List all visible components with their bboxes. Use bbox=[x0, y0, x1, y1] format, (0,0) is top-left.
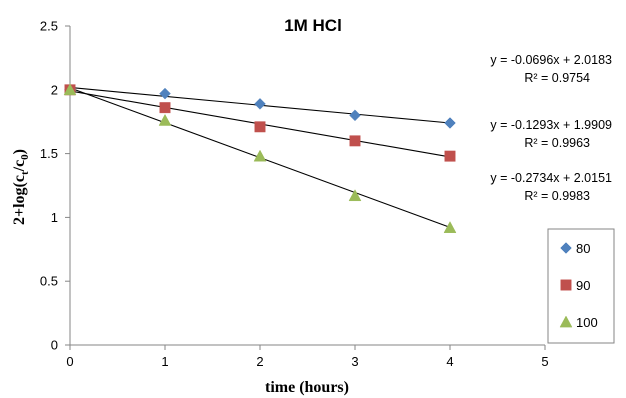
legend-box bbox=[547, 228, 615, 344]
data-point-80-3 bbox=[349, 109, 361, 122]
chart-title: 1M HCl bbox=[284, 16, 342, 35]
x-tick-label: 5 bbox=[541, 354, 548, 369]
y-tick-label: 0 bbox=[51, 338, 58, 353]
svg-text:2+log(ct/c0): 2+log(ct/c0) bbox=[11, 149, 31, 225]
legend-marker-90 bbox=[560, 279, 572, 291]
y-tick-label: 2.5 bbox=[40, 19, 58, 34]
y-axis-title-main: 2+log(c bbox=[11, 175, 28, 225]
y-axis-title: 2+log(ct/c0) bbox=[11, 149, 31, 225]
legend: 80 90 100 bbox=[547, 228, 615, 344]
trendline-r2-80: R² = 0.9754 bbox=[524, 71, 590, 85]
legend-label-90: 90 bbox=[576, 278, 590, 293]
trendline-r2-100: R² = 0.9983 bbox=[524, 189, 590, 203]
trendline-equation-100: y = -0.2734x + 2.0151 bbox=[490, 171, 612, 185]
data-point-100-4 bbox=[443, 221, 457, 233]
data-point-100-2 bbox=[253, 149, 267, 162]
x-tick-label: 1 bbox=[161, 354, 168, 369]
data-point-100-0 bbox=[63, 83, 77, 96]
data-point-100-1 bbox=[158, 113, 172, 126]
data-point-80-1 bbox=[159, 87, 171, 100]
data-point-90-1 bbox=[159, 102, 171, 114]
trendline-r2-90: R² = 0.9963 bbox=[524, 136, 590, 150]
data-point-100-3 bbox=[348, 189, 362, 202]
y-axis-title-mid: /c bbox=[11, 160, 28, 173]
legend-marker-100 bbox=[559, 315, 573, 328]
data-point-90-3 bbox=[349, 135, 361, 147]
y-tick-label: 0.5 bbox=[40, 274, 58, 289]
legend-label-80: 80 bbox=[576, 241, 590, 256]
trendline-equation-90: y = -0.1293x + 1.9909 bbox=[490, 118, 612, 132]
x-axis-title: time (hours) bbox=[265, 379, 349, 396]
y-tick-label: 2 bbox=[51, 82, 58, 97]
data-point-90-4 bbox=[444, 150, 456, 162]
data-markers bbox=[63, 83, 457, 233]
data-point-80-4 bbox=[444, 117, 456, 129]
y-axis-title-sub-t: t bbox=[19, 171, 31, 175]
data-point-90-2 bbox=[254, 121, 266, 133]
y-tick-label: 1.5 bbox=[40, 146, 58, 161]
x-tick-label: 3 bbox=[351, 354, 358, 369]
legend-label-100: 100 bbox=[576, 315, 598, 330]
trendline-equations: y = -0.0696x + 2.0183 R² = 0.9754 y = -0.1… bbox=[490, 53, 612, 203]
x-tick-label: 2 bbox=[256, 354, 263, 369]
axes: 0 0.5 1 1.5 2 2.5 0 1 2 3 4 5 bbox=[40, 19, 549, 370]
x-tick-label: 0 bbox=[66, 354, 73, 369]
data-point-80-2 bbox=[254, 98, 266, 110]
y-axis-title-end: ) bbox=[11, 149, 28, 154]
trendline-equation-80: y = -0.0696x + 2.0183 bbox=[490, 53, 612, 67]
y-axis-title-sub-0: 0 bbox=[19, 154, 31, 160]
legend-marker-80 bbox=[560, 242, 572, 254]
x-tick-label: 4 bbox=[446, 354, 453, 369]
y-tick-label: 1 bbox=[51, 210, 58, 225]
